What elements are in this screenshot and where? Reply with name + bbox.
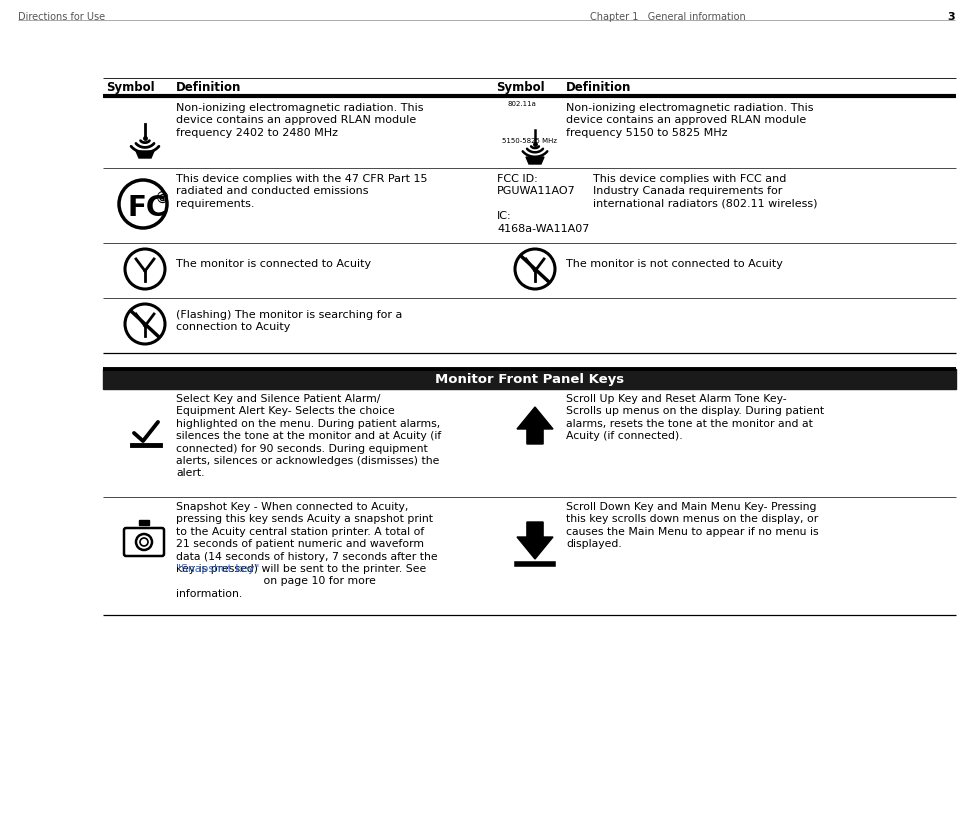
Text: Directions for Use: Directions for Use [18, 12, 105, 22]
Text: (Flashing) The monitor is searching for a
connection to Acuity: (Flashing) The monitor is searching for … [176, 310, 403, 333]
Text: Select Key and Silence Patient Alarm/
Equipment Alert Key- Selects the choice
hi: Select Key and Silence Patient Alarm/ Eq… [176, 394, 441, 478]
Text: Definition: Definition [566, 81, 631, 94]
Text: The monitor is connected to Acuity: The monitor is connected to Acuity [176, 259, 371, 269]
Polygon shape [526, 157, 544, 164]
Text: FC: FC [127, 194, 166, 222]
Text: Symbol: Symbol [496, 81, 545, 94]
Text: "Snapshot key": "Snapshot key" [176, 564, 260, 574]
Polygon shape [517, 407, 553, 444]
Text: Non-ionizing electromagnetic radiation. This
device contains an approved RLAN mo: Non-ionizing electromagnetic radiation. … [566, 103, 813, 138]
Text: FCC ID:
PGUWA11AO7

IC:
4168a-WA11A07: FCC ID: PGUWA11AO7 IC: 4168a-WA11A07 [497, 174, 590, 233]
Text: 3: 3 [948, 12, 955, 22]
Text: The monitor is not connected to Acuity: The monitor is not connected to Acuity [566, 259, 783, 269]
Polygon shape [136, 151, 154, 158]
Text: Symbol: Symbol [106, 81, 155, 94]
Text: 802.11a: 802.11a [507, 101, 536, 107]
Bar [103, 369, 956, 389]
Text: Snapshot Key - When connected to Acuity,
pressing this key sends Acuity a snapsh: Snapshot Key - When connected to Acuity,… [176, 502, 438, 599]
Text: Scroll Down Key and Main Menu Key- Pressing
this key scrolls down menus on the d: Scroll Down Key and Main Menu Key- Press… [566, 502, 818, 549]
Polygon shape [517, 522, 553, 559]
Text: This device complies with the 47 CFR Part 15
radiated and conducted emissions
re: This device complies with the 47 CFR Par… [176, 174, 427, 209]
Text: Non-ionizing electromagnetic radiation. This
device contains an approved RLAN mo: Non-ionizing electromagnetic radiation. … [176, 103, 423, 138]
Bar [139, 520, 149, 525]
Text: Chapter 1   General information: Chapter 1 General information [590, 12, 745, 22]
Text: 5150-5825 MHz: 5150-5825 MHz [502, 138, 557, 144]
Text: Definition: Definition [176, 81, 241, 94]
Text: This device complies with FCC and
Industry Canada requirements for
international: This device complies with FCC and Indust… [593, 174, 817, 209]
Text: ©: © [155, 191, 170, 206]
Text: Scroll Up Key and Reset Alarm Tone Key-
Scrolls up menus on the display. During : Scroll Up Key and Reset Alarm Tone Key- … [566, 394, 824, 441]
Text: Monitor Front Panel Keys: Monitor Front Panel Keys [435, 373, 624, 385]
